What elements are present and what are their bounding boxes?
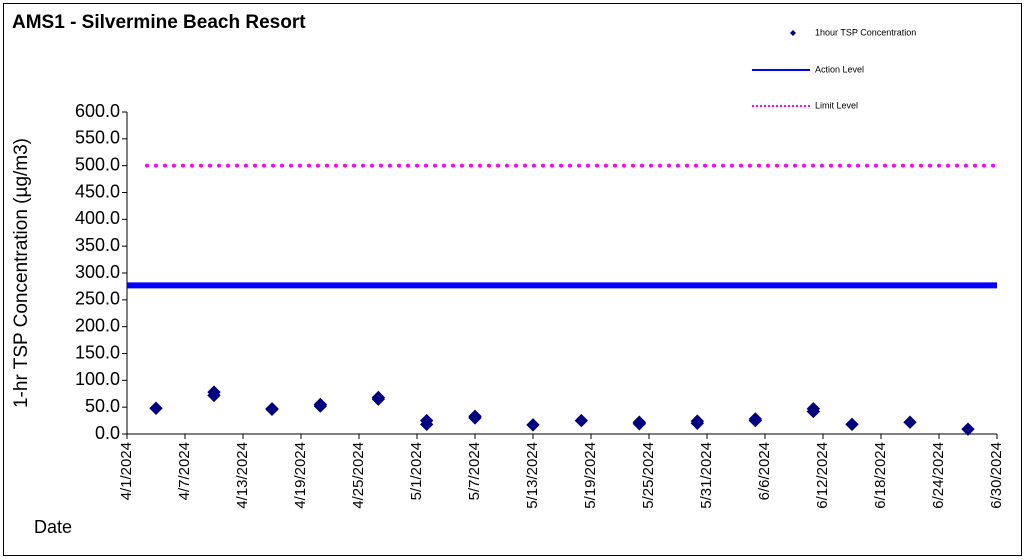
data-point <box>961 422 975 436</box>
data-point <box>806 404 821 419</box>
legend-marker <box>790 30 796 36</box>
data-point <box>313 397 328 412</box>
y-tick-label: 100.0 <box>75 369 120 389</box>
data-point <box>265 402 279 416</box>
y-tick-label: 0.0 <box>95 423 120 443</box>
x-tick-label: 4/7/2024 <box>176 442 193 500</box>
legend-label: Action Level <box>815 64 864 74</box>
y-tick-label: 550.0 <box>75 128 120 148</box>
x-tick-label: 6/12/2024 <box>814 442 831 509</box>
y-tick-label: 350.0 <box>75 235 120 255</box>
x-axis-label: Date <box>34 517 72 537</box>
x-tick-label: 4/19/2024 <box>292 442 309 509</box>
x-tick-label: 5/31/2024 <box>698 442 715 509</box>
y-tick-label: 50.0 <box>85 396 120 416</box>
chart-title: AMS1 - Silvermine Beach Resort <box>12 12 306 33</box>
x-tick-label: 4/25/2024 <box>350 442 367 509</box>
y-tick-label: 500.0 <box>75 154 120 174</box>
x-tick-label: 5/25/2024 <box>640 442 657 509</box>
frame <box>3 3 1022 556</box>
y-axis-label: 1-hr TSP Concentration (µg/m3) <box>11 138 32 408</box>
y-tick-label: 250.0 <box>75 289 120 309</box>
data-point <box>207 388 221 403</box>
data-point <box>526 418 540 432</box>
x-tick-label: 6/18/2024 <box>872 442 889 509</box>
y-tick-label: 600.0 <box>75 101 120 121</box>
data-point <box>468 411 482 425</box>
data-point <box>574 413 589 428</box>
x-tick-label: 5/7/2024 <box>466 442 483 500</box>
data-point <box>690 416 705 430</box>
data-point <box>149 401 163 415</box>
y-tick-label: 300.0 <box>75 262 120 282</box>
x-tick-label: 6/30/2024 <box>988 442 1005 509</box>
data-point <box>748 413 763 428</box>
y-tick-label: 200.0 <box>75 315 120 335</box>
data-point <box>371 392 386 406</box>
x-tick-label: 6/24/2024 <box>930 442 947 509</box>
data-point <box>845 417 859 432</box>
data-point <box>419 417 434 432</box>
x-tick-label: 5/13/2024 <box>524 442 541 509</box>
x-tick-label: 4/13/2024 <box>234 442 251 509</box>
x-tick-label: 4/1/2024 <box>118 442 135 500</box>
data-point <box>632 417 647 431</box>
y-tick-label: 150.0 <box>75 342 120 362</box>
x-tick-label: 5/19/2024 <box>582 442 599 509</box>
y-tick-label: 450.0 <box>75 181 120 201</box>
data-point <box>903 415 917 429</box>
y-tick-label: 400.0 <box>75 208 120 228</box>
x-tick-label: 5/1/2024 <box>408 442 425 500</box>
legend-label: 1hour TSP Concentration <box>815 27 916 37</box>
x-tick-label: 6/6/2024 <box>756 442 773 500</box>
legend-label: Limit Level <box>815 100 858 110</box>
